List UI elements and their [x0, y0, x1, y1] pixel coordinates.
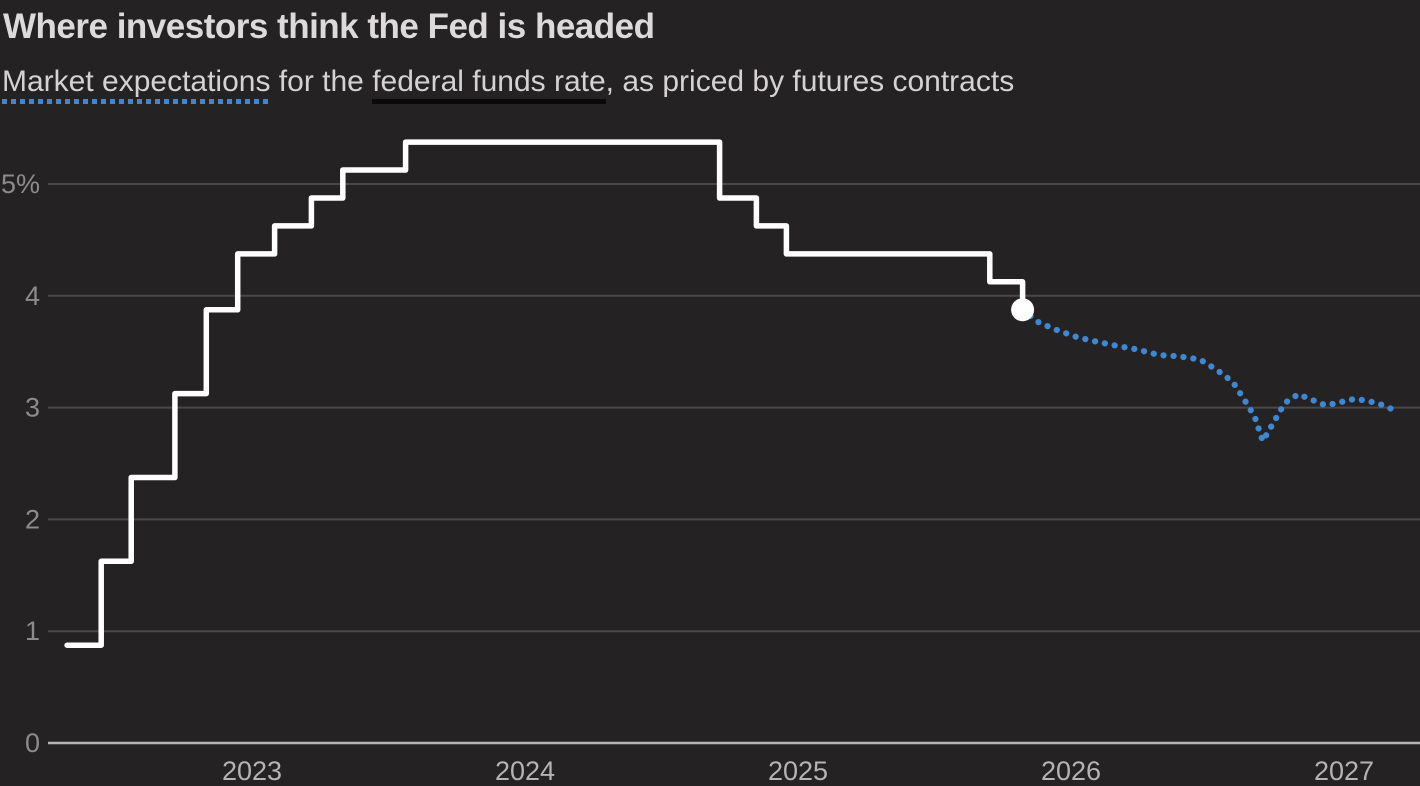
x-tick-label: 2027	[1314, 756, 1374, 786]
y-tick-label: 2	[25, 504, 40, 534]
x-tick-label: 2024	[495, 756, 555, 786]
subtitle-connector-text: for the	[270, 65, 373, 98]
historical-step-line	[64, 139, 1026, 648]
subtitle-federal-funds-rate-annotated: federal funds rate	[372, 64, 606, 104]
x-tick-label: 2026	[1041, 756, 1101, 786]
x-tick-label: 2023	[222, 756, 282, 786]
chart-title: Where investors think the Fed is headed	[3, 7, 655, 46]
y-tick-label: 1	[25, 616, 40, 646]
chart-subtitle: Market expectations for the federal fund…	[2, 64, 1014, 104]
subtitle-trailing-text: , as priced by futures contracts	[605, 65, 1015, 98]
y-tick-label: 4	[25, 281, 40, 311]
subtitle-market-expectations-annotated: Market expectations	[2, 64, 271, 104]
y-tick-label: 0	[25, 728, 40, 758]
y-tick-label: 5%	[1, 169, 40, 199]
x-tick-label: 2025	[768, 756, 828, 786]
y-tick-label: 3	[25, 393, 40, 423]
forecast-dotted-line	[1019, 306, 1400, 445]
current-rate-dot	[1011, 298, 1035, 322]
